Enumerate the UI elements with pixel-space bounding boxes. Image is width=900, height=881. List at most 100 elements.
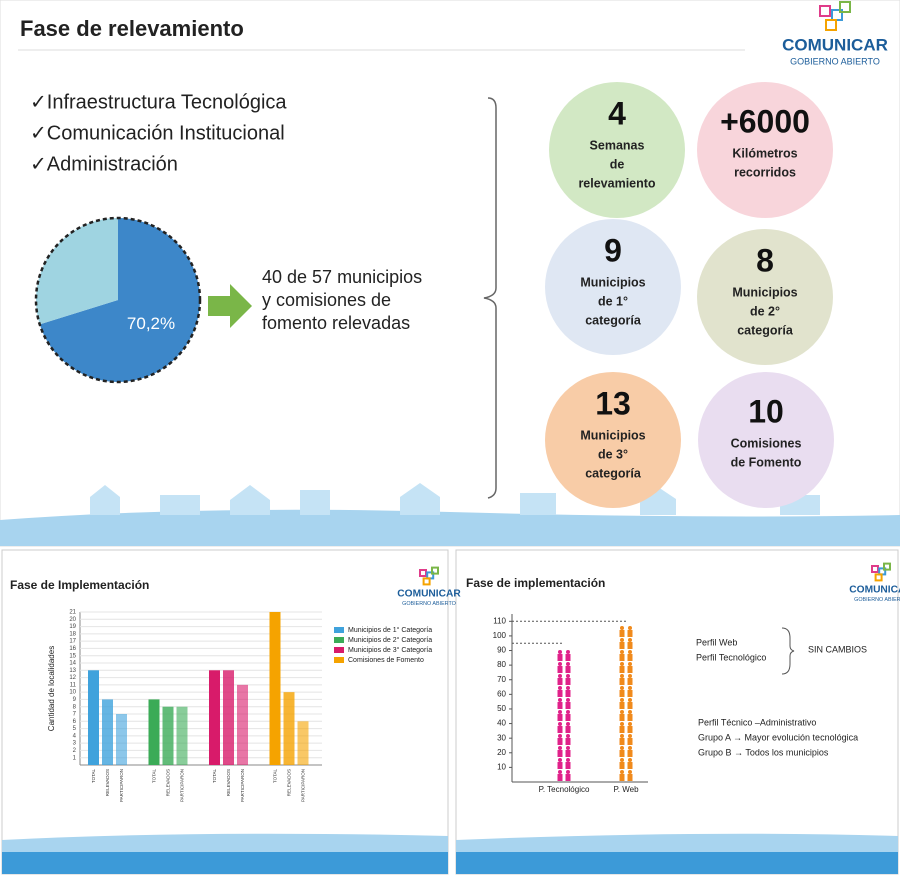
y-tick-label: 13 [69,668,76,674]
y-tick-label: 11 [70,682,77,688]
y-tick-label: 10 [497,763,506,772]
title: Fase de Implementación [10,578,149,592]
person-body [557,750,563,757]
brace [483,97,497,499]
person-body [557,666,563,673]
stat-number: 9 [604,232,622,268]
houses [90,483,820,515]
person-head [566,770,570,774]
person-head [558,710,562,714]
person-body [565,774,571,781]
person-body [619,702,625,709]
stat-number: 8 [756,242,774,278]
bar [269,612,281,765]
person-body [565,738,571,745]
y-tick-label: 20 [69,617,76,623]
note: SIN CAMBIOS [808,644,867,654]
person-body [557,714,563,721]
person-body [565,714,571,721]
legend-swatch [334,627,344,633]
y-tick-label: 110 [493,616,506,625]
logo-square [422,577,431,586]
pie-slice [36,217,118,325]
person-head [628,674,632,678]
stat-text: relevamiento [578,176,655,190]
stat-text: de 3° [598,447,628,461]
person-body [565,666,571,673]
logo-square [431,566,439,575]
skyline [0,509,900,546]
person-head [628,710,632,714]
x-tick-label: TOTAL [212,769,217,784]
person-body [627,642,633,649]
y-tick-label: 40 [497,719,506,728]
y-tick-label: 60 [497,689,506,698]
person-body [627,702,633,709]
person-head [558,650,562,654]
stat-number: +6000 [720,103,810,139]
person-head [558,746,562,750]
person-body [557,702,563,709]
person-body [619,630,625,637]
person-head [566,734,570,738]
person-head [620,674,624,678]
person-head [628,650,632,654]
person-head [558,686,562,690]
checklist-item: ✓Comunicación Institucional [30,122,285,144]
person-head [566,686,570,690]
stat-number: 13 [595,385,631,421]
person-body [619,750,625,757]
logo-square [883,562,891,571]
person-head [628,686,632,690]
person-head [558,698,562,702]
person-head [628,698,632,702]
stat-circle [697,229,833,365]
logo-square [871,565,879,573]
y-tick-label: 50 [497,704,506,713]
logo-square [825,19,837,31]
stat-number: 4 [608,95,626,131]
logo-sub: GOBIERNO ABIERTO [402,601,456,607]
stat-text: de 2° [750,304,780,318]
y-tick-label: 12 [69,675,76,681]
person-head [558,734,562,738]
stat-text: Municipios [580,428,645,442]
bar [148,699,160,765]
person-head [628,770,632,774]
person-body [565,750,571,757]
y-tick-label: 8 [73,704,77,710]
note: Perfil Web [696,637,737,647]
person-body [565,726,571,733]
y-tick-label: 100 [493,631,507,640]
person-head [620,638,624,642]
person-body [627,654,633,661]
person-body [627,774,633,781]
x-tick-label: PARTICIPARON [119,769,124,802]
person-head [566,746,570,750]
y-tick-label: 5 [73,726,77,732]
person-head [566,662,570,666]
arrow [208,284,252,328]
person-head [628,734,632,738]
person-body [557,690,563,697]
logo-name: COMUNICAR [849,585,900,596]
y-tick-label: 4 [73,733,77,739]
y-tick-label: 3 [73,741,77,747]
y-tick-label: 19 [69,624,76,630]
logo-square [874,573,883,582]
checklist-item: ✓Infraestructura Tecnológica [30,91,287,113]
person-head [566,722,570,726]
legend-swatch [334,647,344,653]
y-tick-label: 20 [497,748,506,757]
person-body [557,726,563,733]
bar [223,670,234,765]
legend-swatch [334,637,344,643]
person-head [628,746,632,750]
person-head [628,722,632,726]
person-body [565,654,571,661]
person-head [620,662,624,666]
bar [297,721,309,765]
person-body [619,774,625,781]
brace [781,627,795,675]
person-body [557,738,563,745]
